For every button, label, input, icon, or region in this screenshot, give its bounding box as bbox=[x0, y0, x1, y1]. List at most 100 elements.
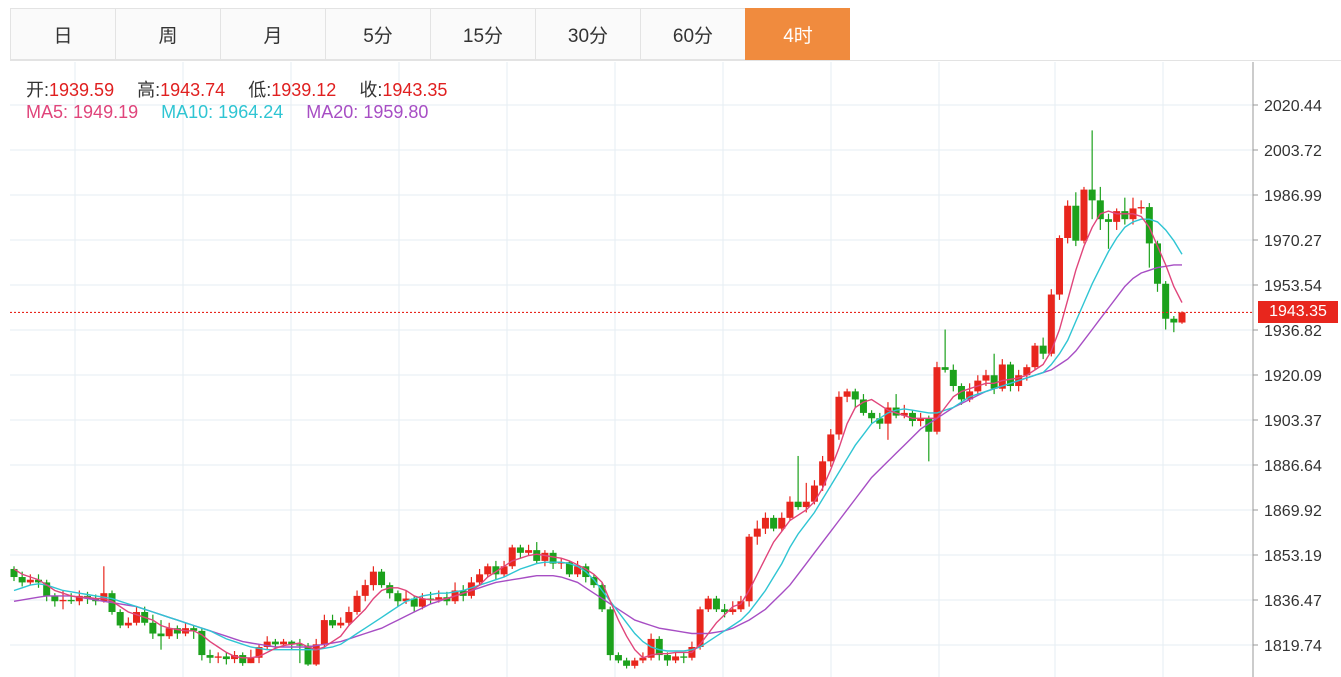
candle-body bbox=[704, 598, 712, 610]
tab-period-7[interactable]: 4时 bbox=[745, 8, 850, 60]
candle-body bbox=[157, 633, 165, 637]
candle-body bbox=[1064, 205, 1072, 239]
candle-body bbox=[1113, 211, 1121, 222]
candle-body bbox=[75, 595, 83, 602]
y-axis-tick-label: 2003.72 bbox=[1264, 143, 1322, 160]
candle-body bbox=[394, 593, 402, 602]
candle-body bbox=[753, 528, 761, 537]
low-value: 1939.12 bbox=[271, 80, 337, 100]
candle-body bbox=[908, 412, 916, 421]
candle-body bbox=[353, 595, 361, 613]
ma20-readout: MA20: 1959.80 bbox=[306, 102, 428, 122]
candle-body bbox=[410, 598, 418, 607]
candle-body bbox=[810, 485, 818, 502]
tab-period-2[interactable]: 月 bbox=[220, 8, 325, 60]
candle-body bbox=[957, 386, 965, 400]
candle-body bbox=[51, 595, 59, 602]
candle-body bbox=[1006, 364, 1014, 387]
candle-body bbox=[206, 655, 214, 658]
candle-body bbox=[312, 644, 320, 665]
candle-body bbox=[623, 660, 631, 666]
close-value: 1943.35 bbox=[382, 80, 448, 100]
candle-body bbox=[467, 582, 475, 596]
candle-body bbox=[239, 655, 247, 664]
candle-body bbox=[18, 577, 26, 583]
y-axis-tick-label: 1903.37 bbox=[1264, 413, 1322, 430]
candle-body bbox=[492, 566, 500, 575]
candle-body bbox=[476, 574, 484, 583]
candle-body bbox=[827, 434, 835, 462]
candle-body bbox=[663, 655, 671, 661]
y-axis-tick-label: 1853.19 bbox=[1264, 548, 1322, 565]
tab-bar-divider bbox=[10, 60, 1341, 61]
candle-body bbox=[990, 375, 998, 389]
ma20-line bbox=[13, 264, 1182, 648]
candle-body bbox=[786, 501, 794, 518]
candle-body bbox=[533, 550, 541, 561]
candle-body bbox=[222, 656, 230, 660]
candle-body bbox=[1104, 219, 1112, 222]
candle-body bbox=[296, 644, 304, 646]
candle-body bbox=[1031, 345, 1039, 368]
y-axis-tick-label: 2020.44 bbox=[1264, 98, 1322, 115]
candle-body bbox=[892, 407, 900, 416]
candle-body bbox=[778, 517, 786, 529]
candle-body bbox=[614, 655, 622, 661]
y-axis-tick-label: 1953.54 bbox=[1264, 278, 1322, 295]
candle-body bbox=[59, 599, 67, 602]
candle-body bbox=[173, 628, 181, 634]
open-label: 开: bbox=[26, 80, 50, 100]
candle-body bbox=[1072, 205, 1080, 241]
candle-body bbox=[966, 391, 974, 400]
candle-body bbox=[214, 656, 222, 658]
candle-body bbox=[868, 412, 876, 419]
candle-body bbox=[304, 645, 312, 665]
candle-body bbox=[712, 598, 720, 610]
candle-body bbox=[116, 612, 124, 626]
candle-body bbox=[133, 612, 141, 623]
ma10-readout: MA10: 1964.24 bbox=[161, 102, 283, 122]
candle-body bbox=[263, 641, 271, 647]
candle-body bbox=[361, 585, 369, 596]
ma5-readout: MA5: 1949.19 bbox=[26, 102, 138, 122]
tab-period-0[interactable]: 日 bbox=[10, 8, 115, 60]
candle-body bbox=[1096, 200, 1104, 220]
candle-body bbox=[1080, 189, 1088, 241]
candle-body bbox=[851, 391, 859, 400]
tab-period-3[interactable]: 5分 bbox=[325, 8, 430, 60]
candle-body bbox=[835, 396, 843, 435]
tab-period-6[interactable]: 60分 bbox=[640, 8, 745, 60]
candle-body bbox=[165, 628, 173, 637]
candle-body bbox=[149, 622, 157, 634]
candle-body bbox=[802, 501, 810, 508]
candle-body bbox=[369, 571, 377, 586]
ma10-line bbox=[13, 218, 1183, 652]
candle-body bbox=[1153, 243, 1161, 284]
y-axis-tick-label: 1920.09 bbox=[1264, 368, 1322, 385]
candle-body bbox=[435, 597, 443, 600]
candle-body bbox=[737, 601, 745, 610]
candle-body bbox=[1039, 345, 1047, 354]
tab-period-1[interactable]: 周 bbox=[115, 8, 220, 60]
tab-period-5[interactable]: 30分 bbox=[535, 8, 640, 60]
candle-body bbox=[794, 501, 802, 508]
tab-period-4[interactable]: 15分 bbox=[430, 8, 535, 60]
y-axis-tick-label: 1819.74 bbox=[1264, 638, 1322, 655]
candle-body bbox=[549, 552, 557, 564]
candle-body bbox=[337, 622, 345, 626]
candle-body bbox=[925, 418, 933, 432]
candle-body bbox=[1137, 207, 1145, 209]
ma-readout: MA5: 1949.19 MA10: 1964.24 MA20: 1959.80 bbox=[26, 102, 428, 123]
candle-body bbox=[508, 547, 516, 567]
candle-body bbox=[941, 367, 949, 370]
candle-body bbox=[320, 620, 328, 645]
candle-body bbox=[35, 579, 43, 583]
candle-body bbox=[255, 646, 263, 658]
candle-body bbox=[190, 628, 198, 631]
open-value: 1939.59 bbox=[49, 80, 115, 100]
y-axis-tick-label: 1836.47 bbox=[1264, 593, 1322, 610]
candle-body bbox=[124, 622, 132, 626]
candle-body bbox=[516, 547, 524, 553]
ma5-label: MA5: bbox=[26, 102, 69, 122]
